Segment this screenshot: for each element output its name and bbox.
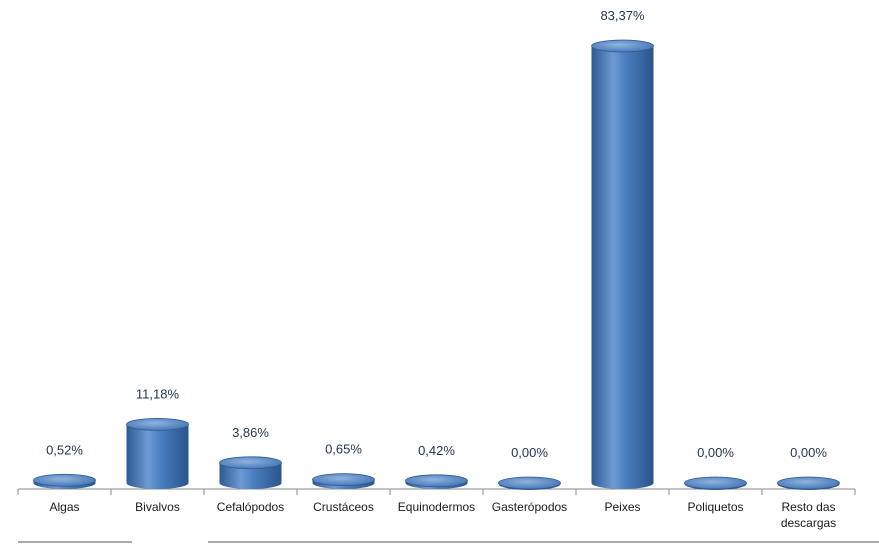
bar-body <box>591 46 654 489</box>
bar-top <box>219 456 282 470</box>
category-label-line: Resto das <box>781 500 835 514</box>
x-axis <box>17 488 879 543</box>
data-label: 0,42% <box>418 443 455 458</box>
category-label: Equinodermos <box>398 500 475 514</box>
bar-top <box>591 39 654 53</box>
bar-body <box>219 462 282 489</box>
category-label-line: Bivalvos <box>135 500 180 514</box>
category-label: Crustáceos <box>313 500 374 514</box>
category-label-line: descargas <box>781 516 836 530</box>
data-label: 0,00% <box>511 445 548 460</box>
category-label: Gasterópodos <box>492 500 567 514</box>
category-label: Poliquetos <box>687 500 743 514</box>
data-label: 0,00% <box>697 445 734 460</box>
category-label-line: Crustáceos <box>313 500 374 514</box>
category-label: Resto das descargas <box>781 500 836 530</box>
data-label: 0,65% <box>325 442 362 457</box>
data-label: 0,00% <box>790 445 827 460</box>
bar-top <box>33 473 96 487</box>
bar-top <box>498 476 561 490</box>
bar <box>498 476 561 490</box>
data-label: 3,86% <box>232 425 269 440</box>
bar-body <box>126 424 189 489</box>
bar-top <box>405 474 468 488</box>
category-label: Bivalvos <box>135 500 180 514</box>
category-label: Algas <box>49 500 79 514</box>
category-label-line: Gasterópodos <box>492 500 567 514</box>
bar <box>591 39 654 489</box>
data-label: 83,37% <box>600 8 645 23</box>
category-label-line: Algas <box>49 500 79 514</box>
category-label-line: Poliquetos <box>687 500 743 514</box>
bar-top <box>126 417 189 431</box>
data-label: 11,18% <box>136 386 180 401</box>
bar <box>777 476 840 490</box>
bar <box>684 476 747 490</box>
bar <box>33 473 96 489</box>
bar <box>126 417 189 489</box>
category-label: Peixes <box>604 500 640 514</box>
bar <box>312 473 375 489</box>
bar-top <box>684 476 747 490</box>
data-label: 0,52% <box>46 442 83 457</box>
bar <box>405 474 468 489</box>
category-label-line: Peixes <box>604 500 640 514</box>
bar-top <box>312 473 375 486</box>
category-label: Cefalópodos <box>217 500 284 514</box>
bar <box>219 456 282 489</box>
bar-top <box>777 476 840 490</box>
category-label-line: Equinodermos <box>398 500 475 514</box>
category-label-line: Cefalópodos <box>217 500 284 514</box>
labels: 0,52% Algas 11,18% Bivalvos 3,86% Cefalópodos… <box>46 8 836 530</box>
bars <box>33 39 840 490</box>
